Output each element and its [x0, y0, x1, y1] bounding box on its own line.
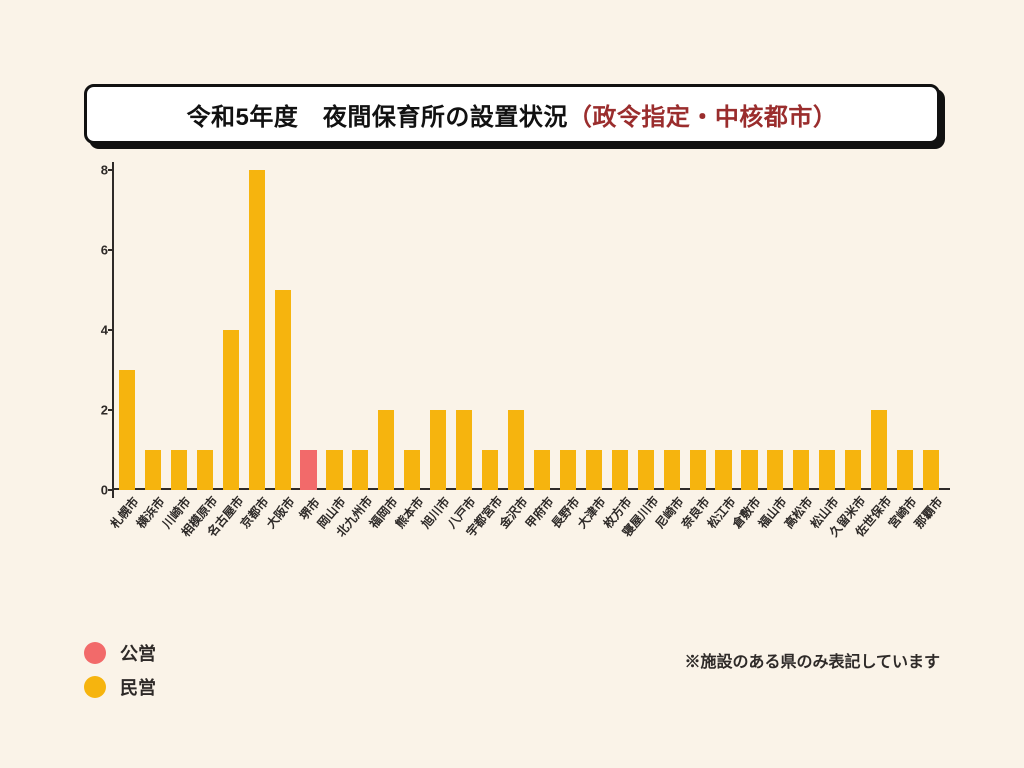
- bar-private: [586, 450, 602, 490]
- y-tick: [108, 249, 114, 251]
- legend-dot-private: [84, 676, 106, 698]
- chart-title-box: 令和5年度 夜間保育所の設置状況（政令指定・中核都市）: [84, 84, 940, 144]
- bar-slot: [430, 170, 446, 490]
- bar-slot: [923, 170, 939, 490]
- bar-private: [690, 450, 706, 490]
- bar-private: [923, 450, 939, 490]
- bar-slot: [404, 170, 420, 490]
- bar-slot: [249, 170, 265, 490]
- bar-private: [612, 450, 628, 490]
- bar-slot: [715, 170, 731, 490]
- bar-slot: [508, 170, 524, 490]
- bar-slot: [378, 170, 394, 490]
- bar-chart: 02468札幌市横浜市川崎市相模原市名古屋市京都市大阪市堺市岡山市北九州市福岡市…: [84, 170, 944, 530]
- bar-private: [741, 450, 757, 490]
- bar-slot: [664, 170, 680, 490]
- bar-private: [871, 410, 887, 490]
- bar-private: [664, 450, 680, 490]
- bar-public: [300, 450, 316, 490]
- bar-slot: [482, 170, 498, 490]
- bar-private: [638, 450, 654, 490]
- bar-private: [534, 450, 550, 490]
- chart-title-main: 令和5年度 夜間保育所の設置状況: [187, 104, 568, 131]
- bar-slot: [845, 170, 861, 490]
- bar-private: [508, 410, 524, 490]
- chart-footnote: ※施設のある県のみ表記しています: [684, 648, 940, 672]
- bar-slot: [456, 170, 472, 490]
- bar-private: [819, 450, 835, 490]
- bar-private: [767, 450, 783, 490]
- bar-private: [326, 450, 342, 490]
- bar-private: [430, 410, 446, 490]
- bar-slot: [741, 170, 757, 490]
- bar-private: [197, 450, 213, 490]
- legend-label-public: 公営: [120, 640, 156, 666]
- bar-private: [456, 410, 472, 490]
- bar-private: [793, 450, 809, 490]
- bar-slot: [326, 170, 342, 490]
- y-tick-label: 6: [88, 243, 108, 258]
- bar-private: [560, 450, 576, 490]
- legend-label-private: 民営: [120, 674, 156, 700]
- bar-private: [404, 450, 420, 490]
- y-tick-label: 0: [88, 483, 108, 498]
- bar-slot: [586, 170, 602, 490]
- legend-dot-public: [84, 642, 106, 664]
- bar-private: [119, 370, 135, 490]
- chart-title-accent: （政令指定・中核都市）: [568, 104, 838, 131]
- bar-slot: [871, 170, 887, 490]
- bar-private: [378, 410, 394, 490]
- bar-slot: [897, 170, 913, 490]
- y-tick: [108, 489, 114, 491]
- y-tick-label: 2: [88, 403, 108, 418]
- bar-private: [352, 450, 368, 490]
- y-tick: [108, 169, 114, 171]
- y-tick-label: 8: [88, 163, 108, 178]
- bar-private: [897, 450, 913, 490]
- bar-slot: [819, 170, 835, 490]
- bar-slot: [119, 170, 135, 490]
- bar-private: [275, 290, 291, 490]
- bar-private: [223, 330, 239, 490]
- bar-slot: [534, 170, 550, 490]
- bar-private: [715, 450, 731, 490]
- bar-slot: [197, 170, 213, 490]
- y-tick: [108, 329, 114, 331]
- bar-slot: [300, 170, 316, 490]
- bar-slot: [352, 170, 368, 490]
- y-tick: [108, 409, 114, 411]
- bar-slot: [793, 170, 809, 490]
- bar-private: [145, 450, 161, 490]
- bar-slot: [560, 170, 576, 490]
- bar-slot: [145, 170, 161, 490]
- legend-item-public: 公営: [84, 640, 156, 666]
- y-tick-label: 4: [88, 323, 108, 338]
- bar-private: [171, 450, 187, 490]
- bar-private: [249, 170, 265, 490]
- bar-slot: [690, 170, 706, 490]
- bar-slot: [171, 170, 187, 490]
- bar-private: [482, 450, 498, 490]
- bar-slot: [612, 170, 628, 490]
- bar-slot: [638, 170, 654, 490]
- bar-private: [845, 450, 861, 490]
- chart-title: 令和5年度 夜間保育所の設置状況（政令指定・中核都市）: [187, 97, 838, 132]
- plot-area: 02468札幌市横浜市川崎市相模原市名古屋市京都市大阪市堺市岡山市北九州市福岡市…: [114, 170, 944, 490]
- legend-item-private: 民営: [84, 674, 156, 700]
- legend: 公営 民営: [84, 640, 156, 708]
- bar-slot: [275, 170, 291, 490]
- bar-slot: [767, 170, 783, 490]
- bar-slot: [223, 170, 239, 490]
